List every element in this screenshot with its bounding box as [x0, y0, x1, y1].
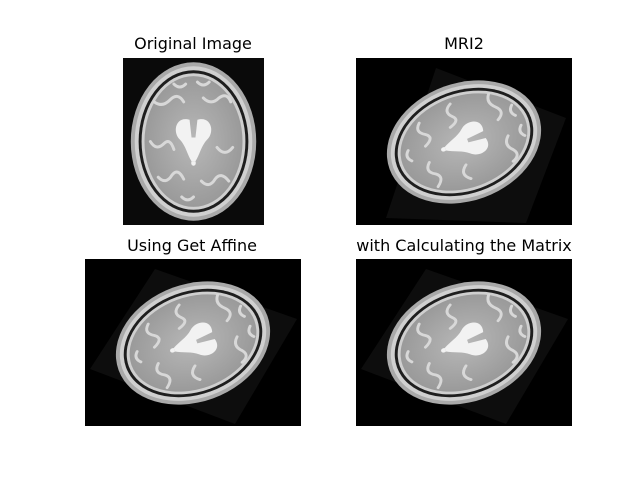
- brain-mri-image: [356, 259, 572, 426]
- brain-mri-image: [356, 58, 572, 225]
- brain-mri-image: [85, 259, 301, 426]
- calc-matrix-image-panel: [356, 259, 572, 426]
- panel-title-original: Original Image: [134, 34, 252, 53]
- panel-title-get-affine: Using Get Affine: [127, 236, 257, 255]
- get-affine-image-panel: [85, 259, 301, 426]
- original-image-panel: [123, 58, 264, 225]
- panel-title-mri2: MRI2: [444, 34, 484, 53]
- brain-mri-image: [123, 58, 264, 225]
- mri2-image-panel: [356, 58, 572, 225]
- panel-title-calc-matrix: with Calculating the Matrix: [356, 236, 572, 255]
